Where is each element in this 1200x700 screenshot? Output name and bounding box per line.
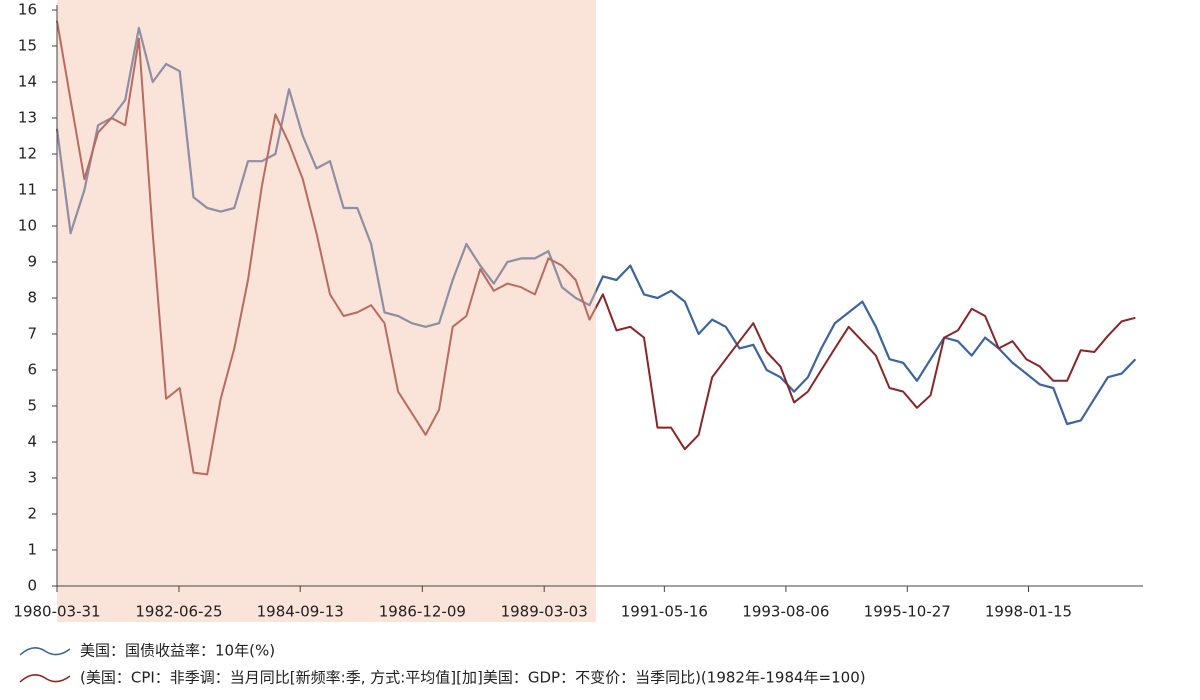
- x-tick-label: 1998-01-15: [985, 603, 1072, 621]
- y-tick-label: 9: [27, 253, 37, 271]
- legend-label: (美国：CPI：非季调：当月同比[新频率:季, 方式:平均值][加]美国：GDP…: [80, 669, 866, 687]
- legend-label: 美国：国债收益率：10年(%): [80, 642, 275, 660]
- x-tick-label: 1991-05-16: [621, 603, 708, 621]
- y-tick-label: 10: [18, 217, 37, 235]
- y-tick-label: 5: [27, 397, 37, 415]
- y-tick-label: 4: [27, 433, 37, 451]
- y-tick-label: 0: [27, 577, 37, 595]
- x-tick-label: 1995-10-27: [864, 603, 951, 621]
- x-tick-label: 1984-09-13: [257, 603, 344, 621]
- y-tick-label: 2: [27, 505, 37, 523]
- y-tick-label: 13: [18, 109, 37, 127]
- y-tick-label: 6: [27, 361, 37, 379]
- x-tick-label: 1986-12-09: [379, 603, 466, 621]
- y-tick-label: 16: [18, 1, 37, 19]
- y-tick-label: 11: [18, 181, 37, 199]
- series-line: [55, 26, 1137, 426]
- y-tick-label: 8: [27, 289, 37, 307]
- x-tick-label: 1993-08-06: [742, 603, 829, 621]
- y-tick-label: 1: [27, 541, 37, 559]
- legend-swatch: [19, 647, 71, 656]
- y-tick-label: 14: [18, 73, 37, 91]
- y-tick-label: 3: [27, 469, 37, 487]
- x-tick-label: 1989-03-03: [501, 603, 588, 621]
- x-tick-label: 1982-06-25: [135, 603, 222, 621]
- shaded-period: [57, 0, 596, 622]
- y-tick-label: 7: [27, 325, 37, 343]
- x-tick-label: 1980-03-31: [13, 603, 100, 621]
- y-tick-label: 12: [18, 145, 37, 163]
- legend-swatch: [19, 674, 71, 683]
- series-line: [56, 20, 1136, 476]
- y-tick-label: 15: [18, 37, 37, 55]
